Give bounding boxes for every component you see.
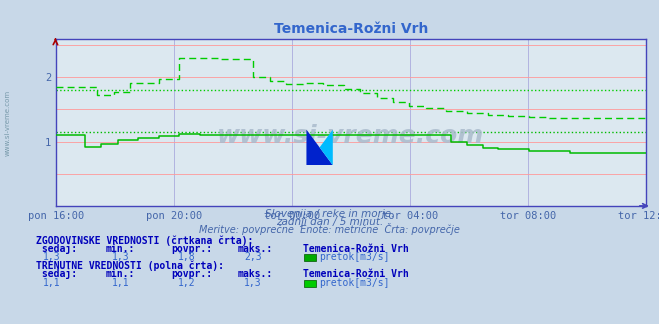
Text: 1,1: 1,1 [43,278,61,288]
Text: maks.:: maks.: [237,244,272,254]
Text: Temenica-Rožni Vrh: Temenica-Rožni Vrh [303,269,409,279]
Text: min.:: min.: [105,269,135,279]
Text: 1,1: 1,1 [112,278,130,288]
Text: sedaj:: sedaj: [36,268,77,279]
Text: Meritve: povprečne  Enote: metrične  Črta: povprečje: Meritve: povprečne Enote: metrične Črta:… [199,223,460,235]
Polygon shape [306,130,333,165]
Text: 1,3: 1,3 [43,252,61,262]
Text: 1,3: 1,3 [112,252,130,262]
Text: pretok[m3/s]: pretok[m3/s] [320,278,390,288]
Text: min.:: min.: [105,244,135,254]
Text: sedaj:: sedaj: [36,243,77,254]
Text: TRENUTNE VREDNOSTI (polna črta):: TRENUTNE VREDNOSTI (polna črta): [36,260,224,271]
Text: povpr.:: povpr.: [171,269,212,279]
Text: Slovenija / reke in morje.: Slovenija / reke in morje. [265,209,394,219]
Polygon shape [320,130,333,165]
Text: maks.:: maks.: [237,269,272,279]
Text: Temenica-Rožni Vrh: Temenica-Rožni Vrh [303,244,409,254]
Text: pretok[m3/s]: pretok[m3/s] [320,252,390,262]
Text: 2,3: 2,3 [244,252,262,262]
Text: zadnji dan / 5 minut.: zadnji dan / 5 minut. [276,217,383,227]
Text: povpr.:: povpr.: [171,244,212,254]
Title: Temenica-Rožni Vrh: Temenica-Rožni Vrh [273,22,428,36]
Text: 1,8: 1,8 [178,252,196,262]
Text: ZGODOVINSKE VREDNOSTI (črtkana črta):: ZGODOVINSKE VREDNOSTI (črtkana črta): [36,235,254,246]
Text: www.si-vreme.com: www.si-vreme.com [5,90,11,156]
Text: www.si-vreme.com: www.si-vreme.com [217,124,484,148]
Text: 1,3: 1,3 [244,278,262,288]
Text: 1,2: 1,2 [178,278,196,288]
